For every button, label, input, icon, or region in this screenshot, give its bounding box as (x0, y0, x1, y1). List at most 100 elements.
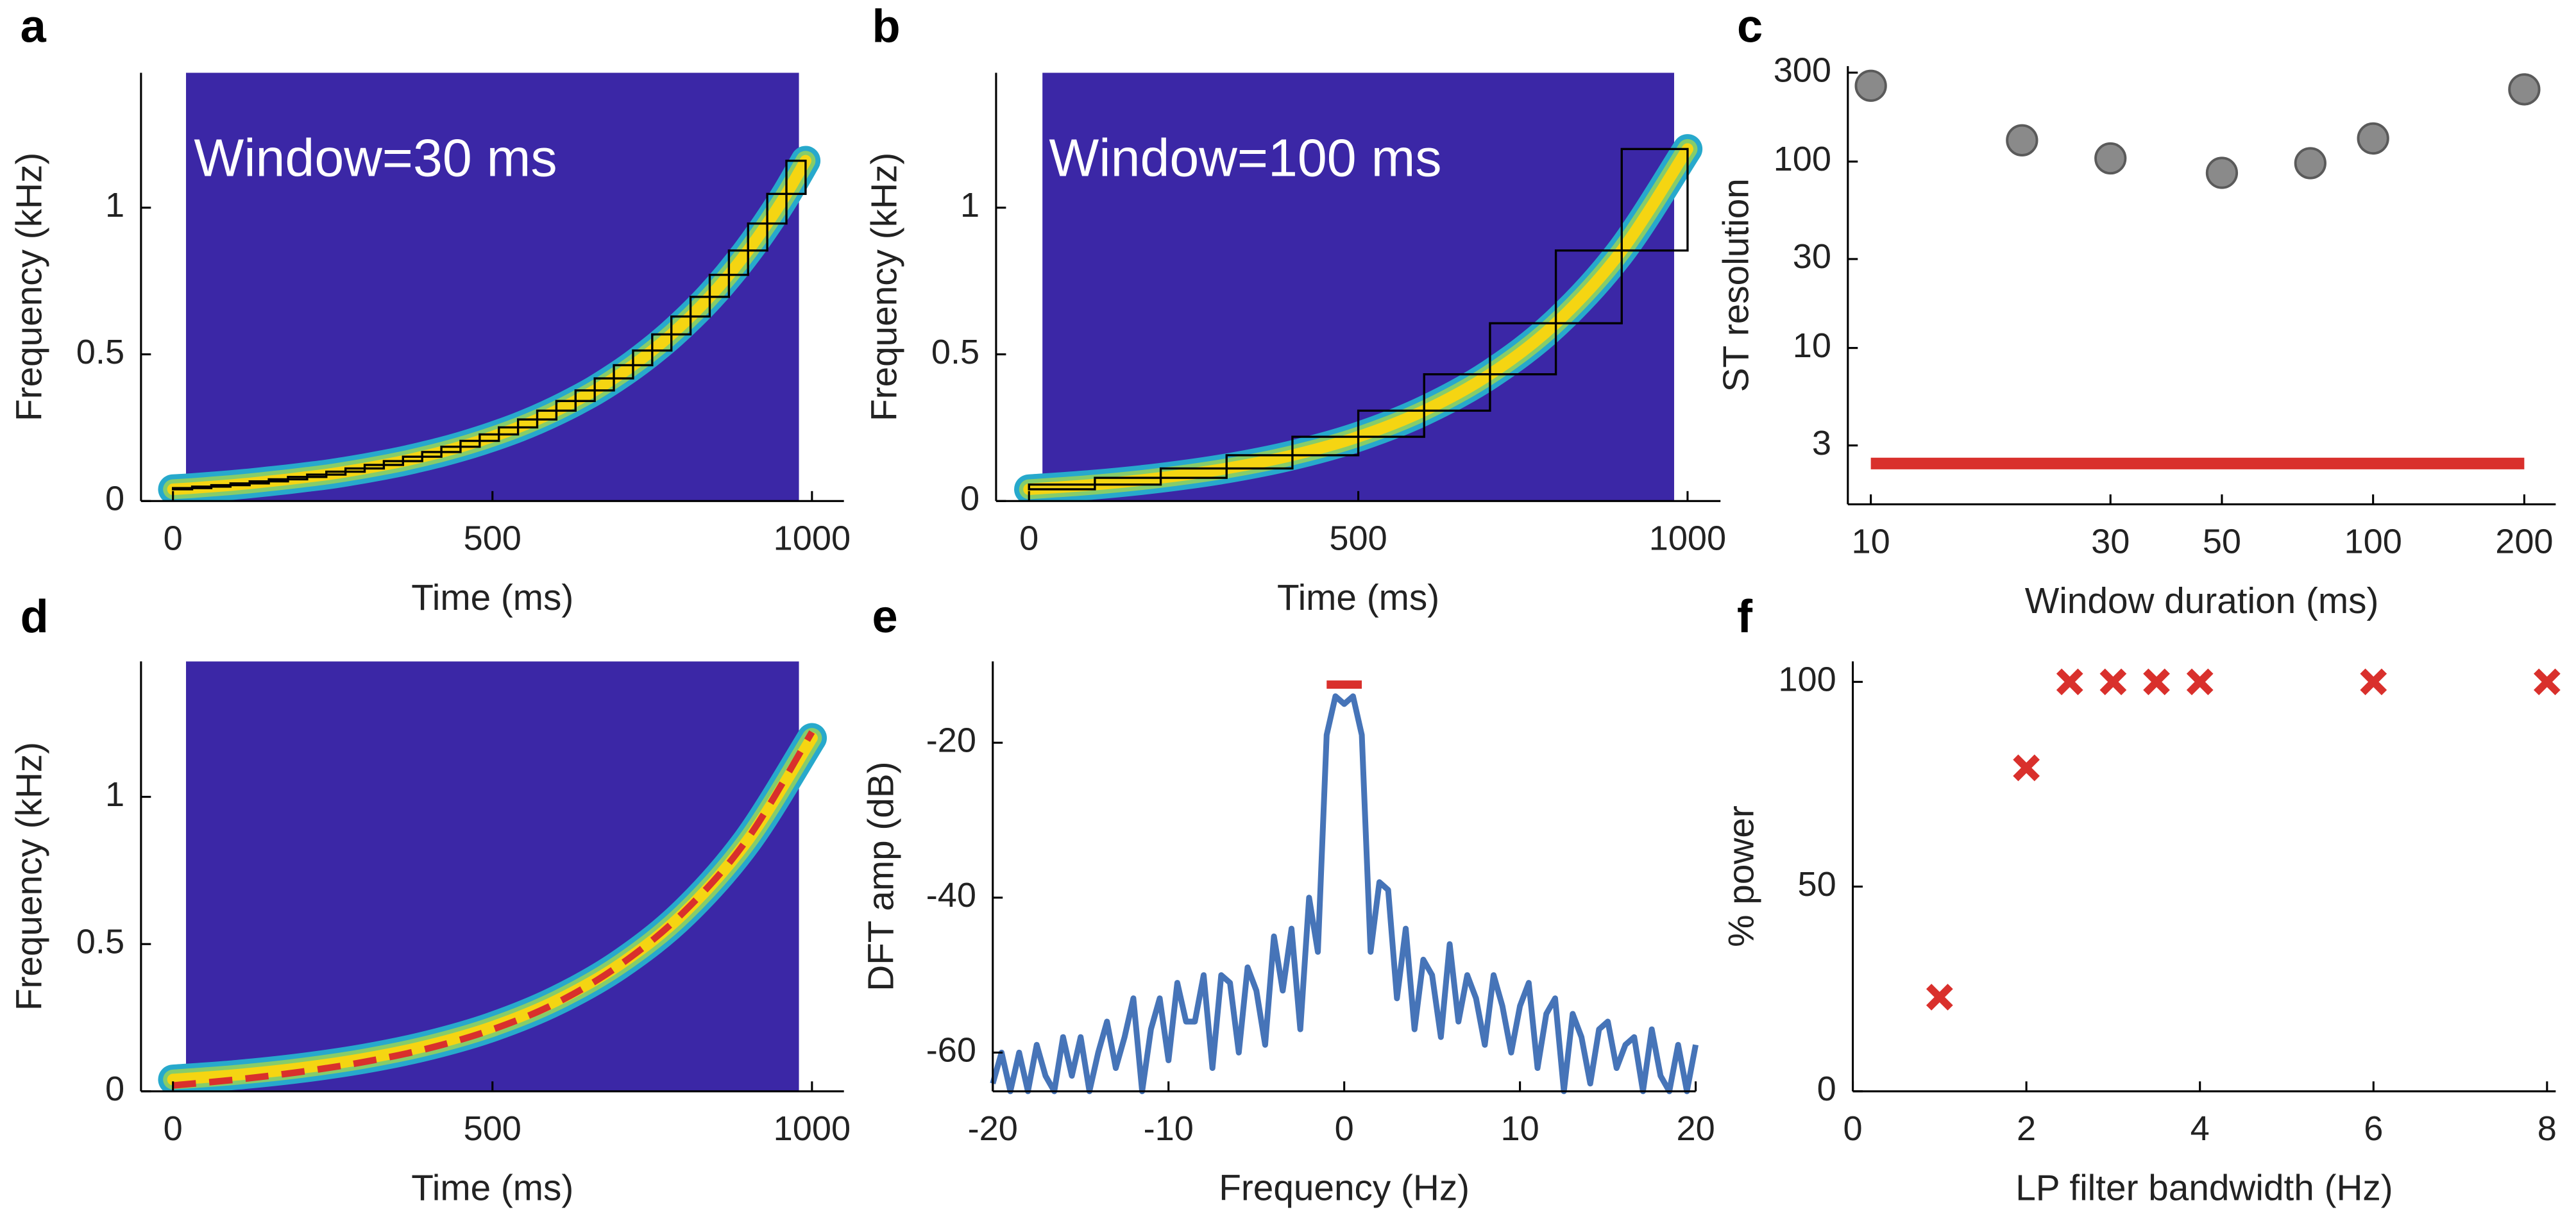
panel: 0 500 1000 0 0.5 1 Time (ms) Frequency (kHz) d (10, 591, 851, 1208)
point (2006, 124, 2038, 156)
x-tick-label: 2 (2017, 1109, 2036, 1148)
window-box (1291, 435, 1360, 457)
spectrogram-band (1023, 143, 1693, 495)
x-tick-label: 1000 (774, 1109, 851, 1148)
x-tick-label: 500 (464, 1109, 521, 1148)
x-tick-label: 100 (2344, 523, 2402, 561)
y-axis-label: Frequency (kHz) (10, 153, 50, 421)
annotation: Window=100 ms (1049, 128, 1441, 187)
point (1926, 984, 1953, 1011)
point (2186, 668, 2214, 696)
plot-area (1014, 72, 1703, 501)
window-box (516, 418, 539, 429)
x-axis-label: Frequency (Hz) (1219, 1168, 1470, 1208)
x-tick-label: 4 (2190, 1109, 2210, 1148)
window-box (306, 473, 328, 478)
point (2099, 668, 2127, 696)
point (1854, 69, 1887, 102)
panel: -20 -10 0 10 20 -60 -40 -20 Frequency (Hz) DFT am… (861, 591, 1715, 1208)
point (2533, 668, 2561, 696)
line (990, 693, 1699, 1095)
x-tick-label: 20 (1676, 1109, 1715, 1148)
window-box (766, 192, 788, 225)
x-axis-label: LP filter bandwidth (Hz) (2015, 1168, 2393, 1208)
window-box (555, 400, 577, 412)
point (2360, 668, 2387, 696)
x-tick-label: 1000 (774, 519, 851, 557)
window-box (344, 467, 366, 473)
y-tick-label: 0 (960, 480, 979, 518)
x-tick-label: 1000 (1649, 519, 1726, 557)
x-tick-label: 10 (1501, 1109, 1539, 1148)
y-tick-label: 0.5 (76, 333, 124, 371)
y-axis-label: Frequency (kHz) (865, 153, 905, 421)
y-tick-label: 0 (105, 1070, 124, 1108)
y-tick-label: 0.5 (931, 333, 979, 371)
x-tick-label: -20 (968, 1109, 1018, 1148)
window-box (1423, 373, 1491, 412)
x-tick-label: 0 (164, 519, 183, 557)
y-tick-label: 100 (1774, 140, 1831, 178)
plot-area (158, 661, 827, 1091)
window-box (267, 478, 289, 483)
x-axis-label: Time (ms) (411, 578, 573, 618)
point (2143, 668, 2170, 696)
point (2056, 668, 2083, 696)
panel: 0 500 1000 0 0.5 1 Time (ms) Frequency (kHz) b Wi… (865, 1, 1726, 618)
y-axis-label: Frequency (kHz) (10, 742, 50, 1011)
panel-label: a (21, 1, 47, 52)
panel-label: b (872, 1, 901, 52)
window-box (1554, 249, 1623, 324)
window-box (363, 464, 386, 470)
window-box (325, 470, 347, 476)
point (2205, 156, 2239, 189)
window-box (1489, 322, 1557, 376)
x-tick-label: 6 (2364, 1109, 2383, 1148)
window-box (613, 364, 634, 380)
window-box (459, 439, 481, 448)
x-tick-label: 0 (1019, 519, 1038, 557)
point (2013, 754, 2040, 782)
window-box (287, 476, 309, 481)
window-box (747, 222, 768, 252)
y-tick-label: 100 (1778, 661, 1836, 699)
x-tick-label: 8 (2538, 1109, 2557, 1148)
x-axis-label: Time (ms) (411, 1168, 573, 1208)
x-tick-label: 10 (1852, 523, 1890, 561)
window-box (479, 433, 500, 442)
y-tick-label: 0 (1817, 1070, 1836, 1108)
window-box (229, 482, 251, 487)
panel: 0 2 4 6 8 0 50 100 LP filter bandwidth (Hz) % pow… (1721, 591, 2561, 1208)
y-tick-label: 0.5 (76, 922, 124, 961)
y-tick-label: -60 (926, 1031, 976, 1070)
y-axis-label: % power (1721, 805, 1761, 947)
y-tick-label: -20 (926, 721, 976, 760)
point (2357, 122, 2389, 155)
window-box (421, 451, 443, 458)
window-box (1159, 467, 1228, 479)
x-tick-label: 50 (2203, 523, 2241, 561)
panel-label: c (1737, 1, 1763, 52)
y-tick-label: 50 (1798, 865, 1836, 904)
window-box (1620, 147, 1689, 252)
window-box (785, 159, 807, 196)
window-box (536, 409, 558, 421)
x-tick-label: 500 (464, 519, 521, 557)
window-box (670, 315, 692, 336)
window-box (1357, 409, 1425, 438)
y-tick-label: -40 (926, 876, 976, 914)
y-tick-label: 1 (105, 775, 124, 814)
window-box (248, 480, 270, 485)
x-tick-label: 30 (2091, 523, 2130, 561)
window-box (210, 484, 232, 488)
y-axis-label: DFT amp (dB) (861, 761, 902, 991)
panel-label: f (1737, 591, 1753, 643)
window-box (1225, 454, 1294, 470)
point (2508, 73, 2541, 106)
window-box (574, 389, 596, 402)
window-box (402, 455, 423, 462)
x-tick-label: -10 (1144, 1109, 1194, 1148)
point (2294, 147, 2326, 180)
y-tick-label: 1 (105, 186, 124, 224)
